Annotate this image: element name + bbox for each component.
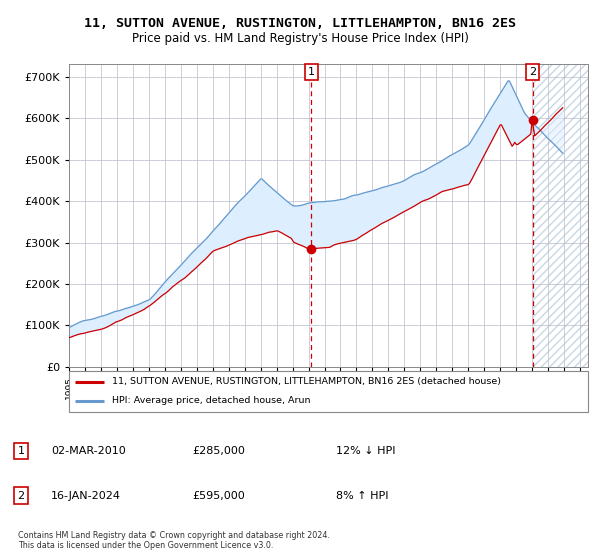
Text: Contains HM Land Registry data © Crown copyright and database right 2024.
This d: Contains HM Land Registry data © Crown c… <box>18 530 330 550</box>
Text: 2: 2 <box>17 491 25 501</box>
Text: 11, SUTTON AVENUE, RUSTINGTON, LITTLEHAMPTON, BN16 2ES (detached house): 11, SUTTON AVENUE, RUSTINGTON, LITTLEHAM… <box>112 377 500 386</box>
Text: £595,000: £595,000 <box>192 491 245 501</box>
Text: 11, SUTTON AVENUE, RUSTINGTON, LITTLEHAMPTON, BN16 2ES: 11, SUTTON AVENUE, RUSTINGTON, LITTLEHAM… <box>84 17 516 30</box>
Text: HPI: Average price, detached house, Arun: HPI: Average price, detached house, Arun <box>112 396 310 405</box>
Text: £285,000: £285,000 <box>192 446 245 456</box>
Text: 1: 1 <box>308 67 315 77</box>
Text: 2: 2 <box>529 67 536 77</box>
Text: 8% ↑ HPI: 8% ↑ HPI <box>336 491 389 501</box>
Text: Price paid vs. HM Land Registry's House Price Index (HPI): Price paid vs. HM Land Registry's House … <box>131 31 469 45</box>
Text: 1: 1 <box>17 446 25 456</box>
Text: 12% ↓ HPI: 12% ↓ HPI <box>336 446 395 456</box>
Text: 02-MAR-2010: 02-MAR-2010 <box>51 446 126 456</box>
Text: 16-JAN-2024: 16-JAN-2024 <box>51 491 121 501</box>
